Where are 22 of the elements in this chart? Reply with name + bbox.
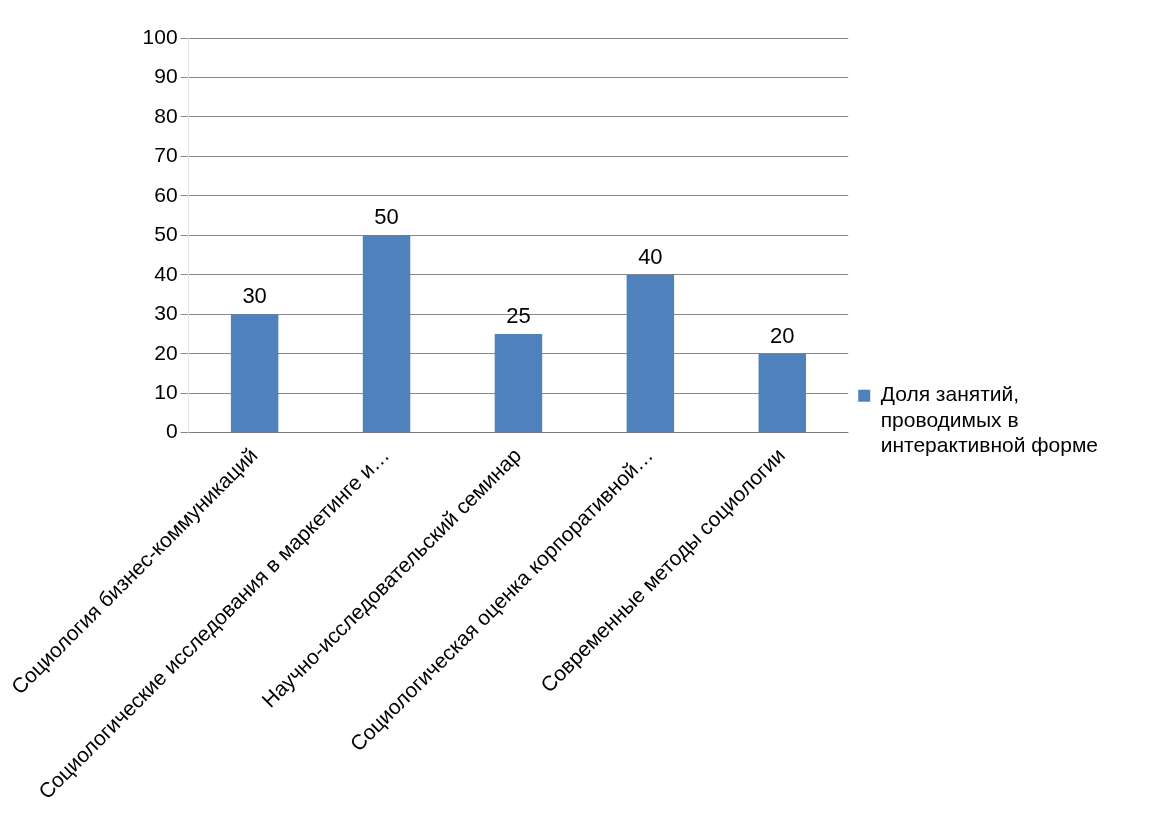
data-label: 25	[506, 303, 531, 329]
bar	[626, 274, 675, 433]
y-tick-label: 100	[142, 24, 178, 48]
bar	[758, 353, 807, 433]
y-tick-label: 30	[154, 301, 178, 325]
y-tick-label: 80	[154, 103, 178, 127]
y-tick-label: 90	[154, 64, 178, 88]
y-tick-label: 0	[165, 419, 178, 443]
data-label: 40	[638, 243, 663, 269]
y-tick-label: 60	[154, 182, 178, 206]
bar	[362, 235, 411, 433]
data-label: 50	[374, 204, 399, 230]
legend-label: Доля занятий, проводимых в интерактивной форме	[880, 382, 1099, 456]
data-label: 30	[242, 283, 267, 309]
y-tick-label: 20	[154, 340, 178, 364]
bar	[230, 314, 279, 433]
y-tick-label: 40	[154, 261, 178, 285]
data-label: 20	[770, 322, 795, 348]
y-tick-label: 50	[154, 222, 178, 246]
y-tick-label: 10	[154, 380, 178, 404]
y-tick-label: 70	[154, 143, 178, 167]
bar	[494, 334, 543, 433]
